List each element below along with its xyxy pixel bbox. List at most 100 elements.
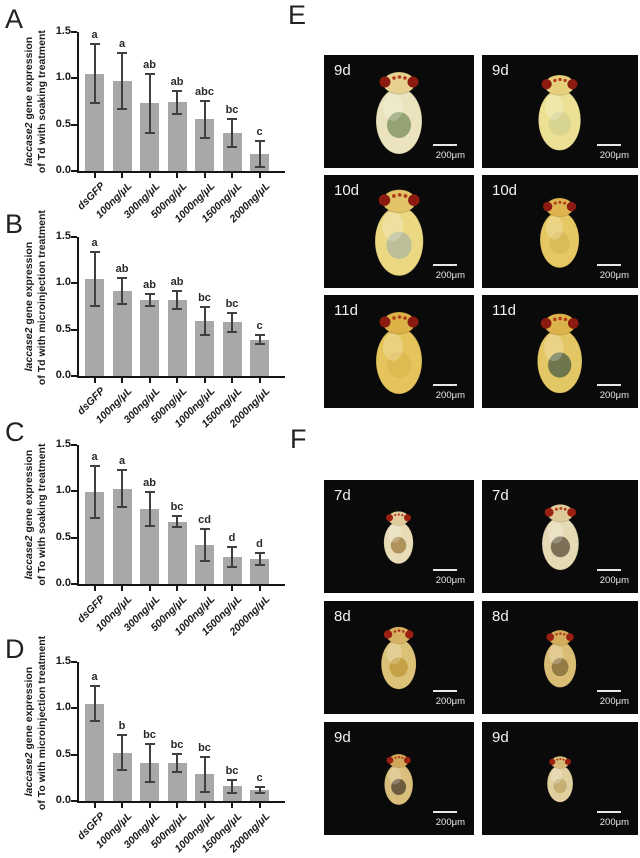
scale-bar: [433, 264, 457, 266]
y-axis-title-wrap: laccase2 gene expression of Td with micro…: [12, 210, 58, 385]
error-bar-cap-bottom: [144, 781, 155, 784]
error-bar-cap-top: [172, 90, 182, 93]
scale-bar: [433, 811, 457, 813]
insect-photo: [366, 617, 431, 701]
scale-bar: [597, 811, 621, 813]
y-tick-label: 0.0: [55, 164, 71, 176]
error-bar: [148, 73, 151, 133]
bar-100ng/μL: [112, 488, 132, 584]
x-tick: [176, 378, 178, 383]
day-label: 9d: [334, 62, 351, 79]
error-bar: [121, 277, 123, 304]
y-tick-label: 1.0: [55, 71, 71, 84]
scale-bar: [433, 384, 457, 386]
y-tick-label: 1.5: [55, 438, 71, 450]
specimen-photo-tile: 9d 200μm: [324, 722, 474, 835]
x-tick: [121, 803, 123, 808]
scale-bar: [597, 690, 621, 692]
scale-bar-label: 200μm: [435, 270, 465, 281]
day-label: 9d: [492, 62, 509, 79]
error-bar-cap-top: [144, 742, 155, 745]
error-bar-cap-top: [144, 72, 155, 75]
significance-letter: ab: [143, 279, 156, 292]
insect-photo: [356, 299, 442, 408]
error-bar-cap-top: [117, 52, 127, 55]
error-bar-cap-top: [89, 43, 100, 46]
error-bar-cap-top: [89, 685, 100, 688]
significance-letter: bc: [143, 728, 156, 741]
y-tick: [71, 536, 77, 539]
x-tick: [93, 378, 96, 383]
significance-letter: a: [91, 29, 98, 42]
day-label: 11d: [492, 302, 516, 319]
scale-bar: [597, 569, 621, 571]
significance-letter: bc: [225, 764, 239, 777]
panel-label-C: C: [5, 417, 25, 447]
x-tick: [231, 803, 233, 808]
y-tick: [71, 170, 77, 172]
scale-bar-label: 200μm: [599, 696, 629, 707]
error-bar-cap-top: [254, 140, 265, 143]
y-tick: [71, 583, 77, 585]
x-tick: [258, 586, 261, 591]
scale-bar-label: 200μm: [599, 575, 629, 586]
significance-letter: abc: [195, 85, 214, 98]
plot-area-A: 0.0 0.5 1.0 1.5 a dsGFP a 100ng/μL ab 300ng/μL ab 5…: [56, 25, 285, 225]
error-bar-cap-bottom: [254, 343, 265, 346]
error-bar-cap-bottom: [199, 136, 210, 139]
plot-area-C: 0.0 0.5 1.0 1.5 a dsGFP a 100ng/μL ab 300ng/μL bc 5…: [56, 438, 285, 638]
day-label: 10d: [334, 182, 360, 199]
error-bar-cap-top: [254, 552, 265, 555]
error-bar: [176, 516, 178, 528]
x-tick: [231, 378, 233, 383]
scale-bar: [433, 569, 457, 571]
error-bar-cap-top: [144, 293, 155, 296]
specimen-photo-tile: 11d 200μm: [482, 295, 638, 408]
panel-label-A: A: [5, 4, 24, 34]
bar-1500ng/μL: [222, 557, 242, 584]
x-tick: [176, 586, 178, 591]
significance-letter: bc: [198, 741, 211, 754]
error-bar: [231, 312, 233, 332]
y-axis-title: laccase2 gene expression of To with soaki…: [22, 443, 47, 586]
x-tick: [231, 173, 233, 178]
y-tick: [71, 800, 77, 802]
y-tick-label: 0.5: [55, 530, 71, 543]
x-tick: [203, 586, 206, 591]
bar-2000ng/μL: [250, 789, 269, 801]
day-label: 8d: [492, 608, 509, 625]
day-label: 7d: [492, 487, 509, 504]
day-label: 9d: [334, 729, 351, 746]
error-bar: [121, 470, 123, 508]
bar-500ng/μL: [167, 102, 187, 171]
error-bar: [148, 294, 151, 306]
specimen-photo-tile: 7d 200μm: [324, 480, 474, 593]
significance-letter: ab: [170, 76, 184, 89]
bar-2000ng/μL: [250, 339, 269, 376]
specimen-photo-tile: 8d 200μm: [482, 601, 638, 714]
specimen-photo-tile: 8d 200μm: [324, 601, 474, 714]
y-tick: [71, 282, 77, 285]
significance-letter: ab: [143, 58, 156, 71]
error-bar: [231, 546, 233, 568]
specimen-photo-tile: 10d 200μm: [482, 175, 638, 288]
error-bar-cap-bottom: [172, 526, 182, 529]
error-bar-cap-top: [172, 289, 182, 292]
significance-letter: c: [256, 126, 263, 139]
x-tick: [148, 173, 151, 178]
scale-bar-label: 200μm: [435, 150, 465, 161]
insect-photo: [536, 749, 584, 812]
insect-photo: [530, 621, 590, 699]
significance-letter: a: [91, 671, 98, 684]
scale-bar: [433, 690, 457, 692]
y-tick-label: 0.5: [55, 117, 71, 130]
y-axis-title: laccase2 gene expression of Td with micro…: [22, 209, 47, 385]
y-tick: [71, 236, 77, 238]
error-bar-cap-bottom: [254, 166, 265, 169]
x-tick: [203, 803, 206, 808]
plot-area-D: 0.0 0.5 1.0 1.5 a dsGFP b 100ng/μL bc 300ng/μL bc 5…: [56, 655, 285, 855]
error-bar: [121, 53, 123, 109]
y-axis-title-wrap: laccase2 gene expression of Td with soaki…: [12, 30, 58, 173]
bar-dsGFP: [85, 492, 104, 584]
